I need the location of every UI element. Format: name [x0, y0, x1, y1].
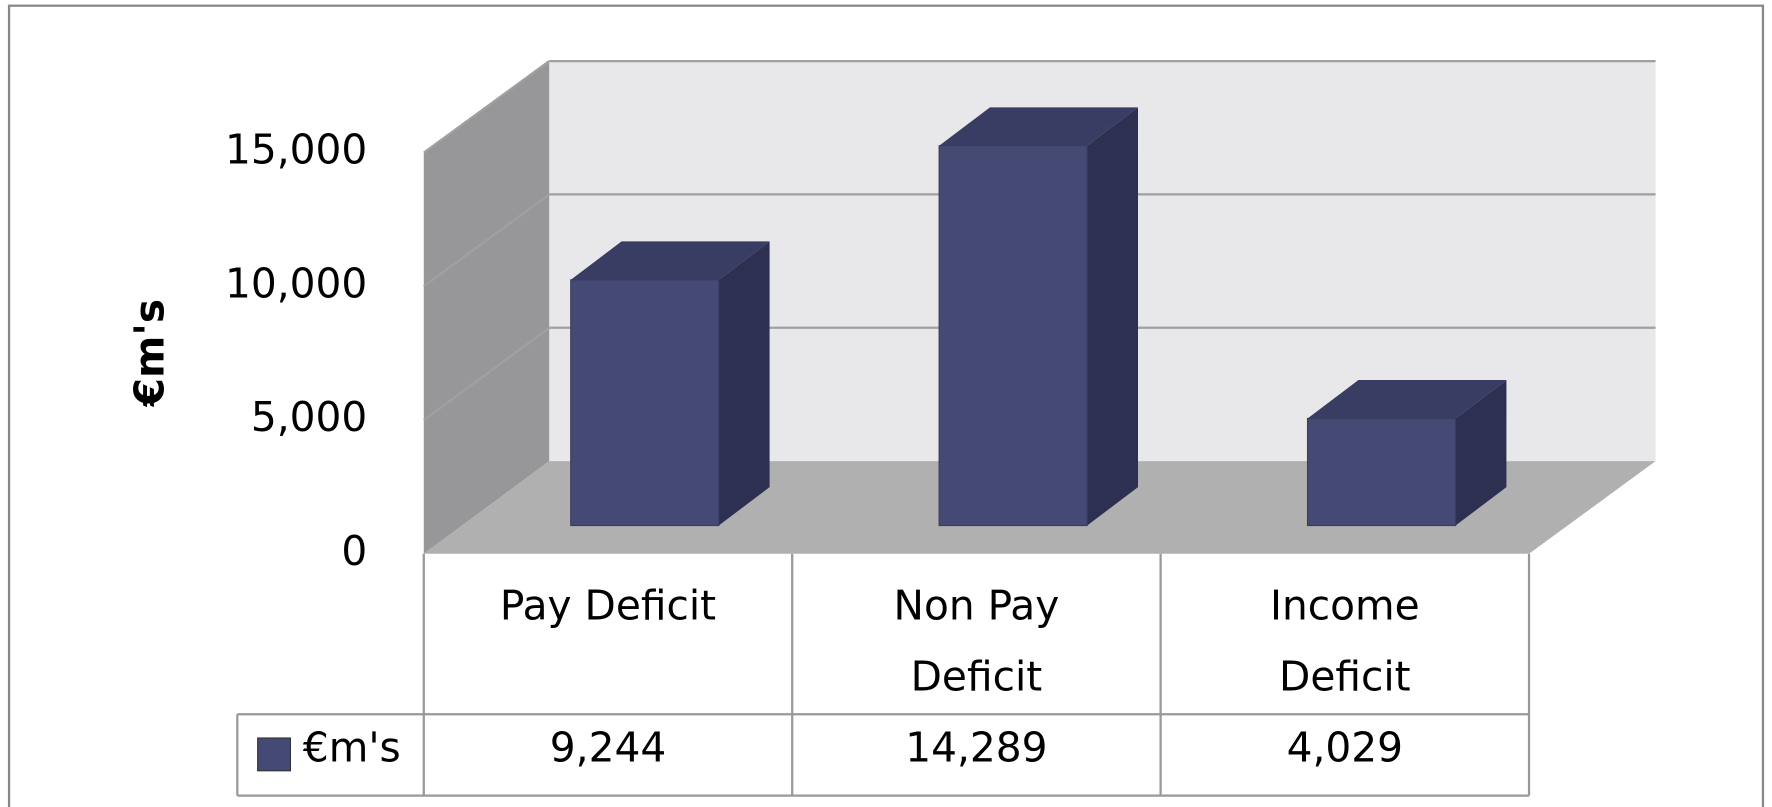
y-tick-label: 0 [341, 527, 367, 575]
x-tick-label: Pay Deficit [499, 583, 717, 630]
grid-line [423, 60, 550, 154]
y-tick-label: 15,000 [225, 126, 367, 174]
bar-top [1307, 380, 1507, 419]
grid-line [423, 326, 550, 421]
data-table-value: 9,244 [550, 723, 666, 771]
side-wall [423, 61, 550, 554]
bar-top [939, 107, 1139, 146]
legend-swatch [257, 737, 292, 772]
y-axis-label: €m's [126, 299, 174, 407]
legend-label: €m's [303, 723, 401, 771]
bar-side [718, 241, 770, 526]
data-table [236, 553, 1531, 797]
y-tick-label: 5,000 [251, 393, 367, 441]
x-tick-label-box: Income Deficit [1269, 583, 1420, 701]
data-table-value: 14,289 [905, 723, 1047, 771]
x-tick-label: Income Deficit [1269, 583, 1420, 701]
bar-top [570, 241, 770, 280]
x-tick-label: Non Pay Deficit [893, 583, 1060, 701]
y-tick-label: 10,000 [225, 259, 367, 307]
bar [570, 279, 720, 527]
grid-line [423, 193, 550, 288]
x-tick-label-box: Pay Deficit [499, 583, 717, 630]
bar-side [1087, 107, 1139, 526]
bar [938, 145, 1088, 527]
x-tick-label-box: Non Pay Deficit [893, 583, 1060, 701]
bar [1306, 417, 1457, 527]
bar-side [1455, 380, 1507, 526]
data-table-value: 4,029 [1287, 723, 1403, 771]
